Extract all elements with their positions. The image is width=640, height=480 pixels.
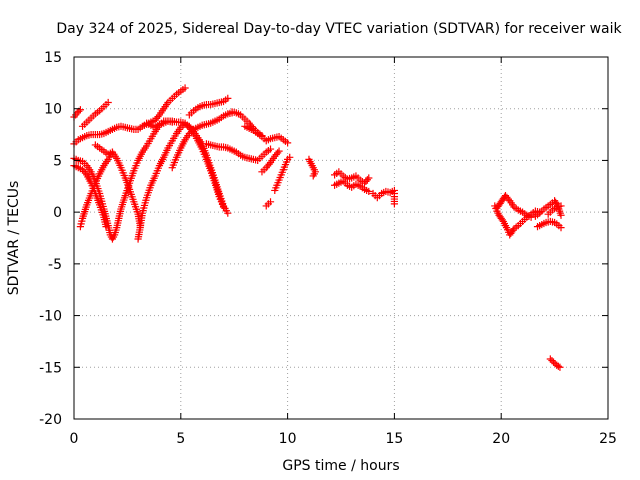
series-arc-11 — [185, 94, 232, 119]
y-tick-label: 10 — [44, 102, 62, 118]
x-tick-label: 10 — [279, 431, 297, 447]
x-tick-label: 15 — [385, 431, 403, 447]
series-arc-14 — [241, 122, 292, 147]
data-point — [390, 200, 398, 208]
series-arc-23 — [493, 191, 535, 221]
data-point — [286, 153, 294, 161]
y-tick-labels: 15 10 5 0 -5 -10 -15 -20 — [39, 50, 62, 428]
data-point — [181, 84, 189, 92]
data-point — [224, 94, 232, 102]
series-arc-18 — [305, 155, 319, 180]
data-point — [556, 363, 564, 371]
data-point — [102, 223, 110, 231]
y-tick-label: -5 — [48, 257, 62, 273]
grid-lines — [74, 57, 608, 419]
series-arc-20 — [330, 177, 373, 196]
chart-title: Day 324 of 2025, Sidereal Day-to-day VTE… — [56, 21, 622, 37]
plot-frame — [73, 56, 609, 420]
y-tick-label: -15 — [39, 360, 62, 376]
y-tick-label: -10 — [39, 309, 62, 325]
series-arc-19 — [330, 168, 373, 187]
data-point — [309, 172, 317, 180]
data-point — [557, 224, 565, 232]
y-axis-label: SDTVAR / TECUs — [6, 181, 22, 296]
series-arc-1 — [70, 84, 189, 148]
x-tick-label: 5 — [176, 431, 185, 447]
series-arc-26 — [544, 202, 565, 218]
data-point — [557, 211, 565, 219]
series-arc-9 — [143, 117, 228, 211]
series-arc-7 — [91, 141, 117, 158]
data-point — [266, 145, 275, 153]
y-tick-label: 0 — [53, 205, 62, 221]
series-arc-3 — [78, 98, 112, 130]
data-point — [104, 98, 112, 107]
series-arc-10 — [168, 109, 236, 172]
data-point — [365, 187, 373, 196]
data-point — [78, 217, 86, 225]
data-point — [527, 213, 535, 221]
data-point — [76, 106, 85, 114]
data-point — [266, 198, 275, 206]
x-tick-label: 0 — [70, 431, 79, 447]
data-series — [70, 84, 565, 371]
data-point — [76, 223, 85, 231]
x-tick-label: 20 — [492, 431, 510, 447]
x-tick-label: 25 — [599, 431, 617, 447]
series-arc-27 — [546, 355, 564, 371]
series-arc-16 — [262, 198, 275, 210]
series-arc-25 — [533, 217, 565, 232]
data-point — [275, 147, 283, 155]
series-arc-4 — [70, 117, 176, 243]
y-tick-label: -20 — [39, 412, 62, 428]
y-tick-label: 5 — [53, 153, 62, 169]
series-arc-15 — [258, 147, 283, 176]
x-axis-label: GPS time / hours — [282, 458, 399, 474]
axis-ticks — [73, 56, 609, 420]
series-arc-21 — [369, 186, 398, 208]
data-point — [77, 220, 85, 228]
series-arc-22 — [491, 202, 544, 239]
series-arc-6 — [76, 148, 144, 231]
data-point — [224, 209, 232, 217]
x-tick-labels: 0 5 10 15 20 25 — [70, 431, 617, 447]
data-point — [219, 203, 228, 211]
data-point — [365, 174, 373, 182]
data-point — [557, 202, 565, 210]
series-arc-12 — [202, 140, 275, 165]
series-arc-17 — [271, 153, 294, 195]
data-point — [284, 139, 292, 147]
data-point — [108, 148, 117, 156]
y-tick-label: 15 — [44, 50, 62, 66]
